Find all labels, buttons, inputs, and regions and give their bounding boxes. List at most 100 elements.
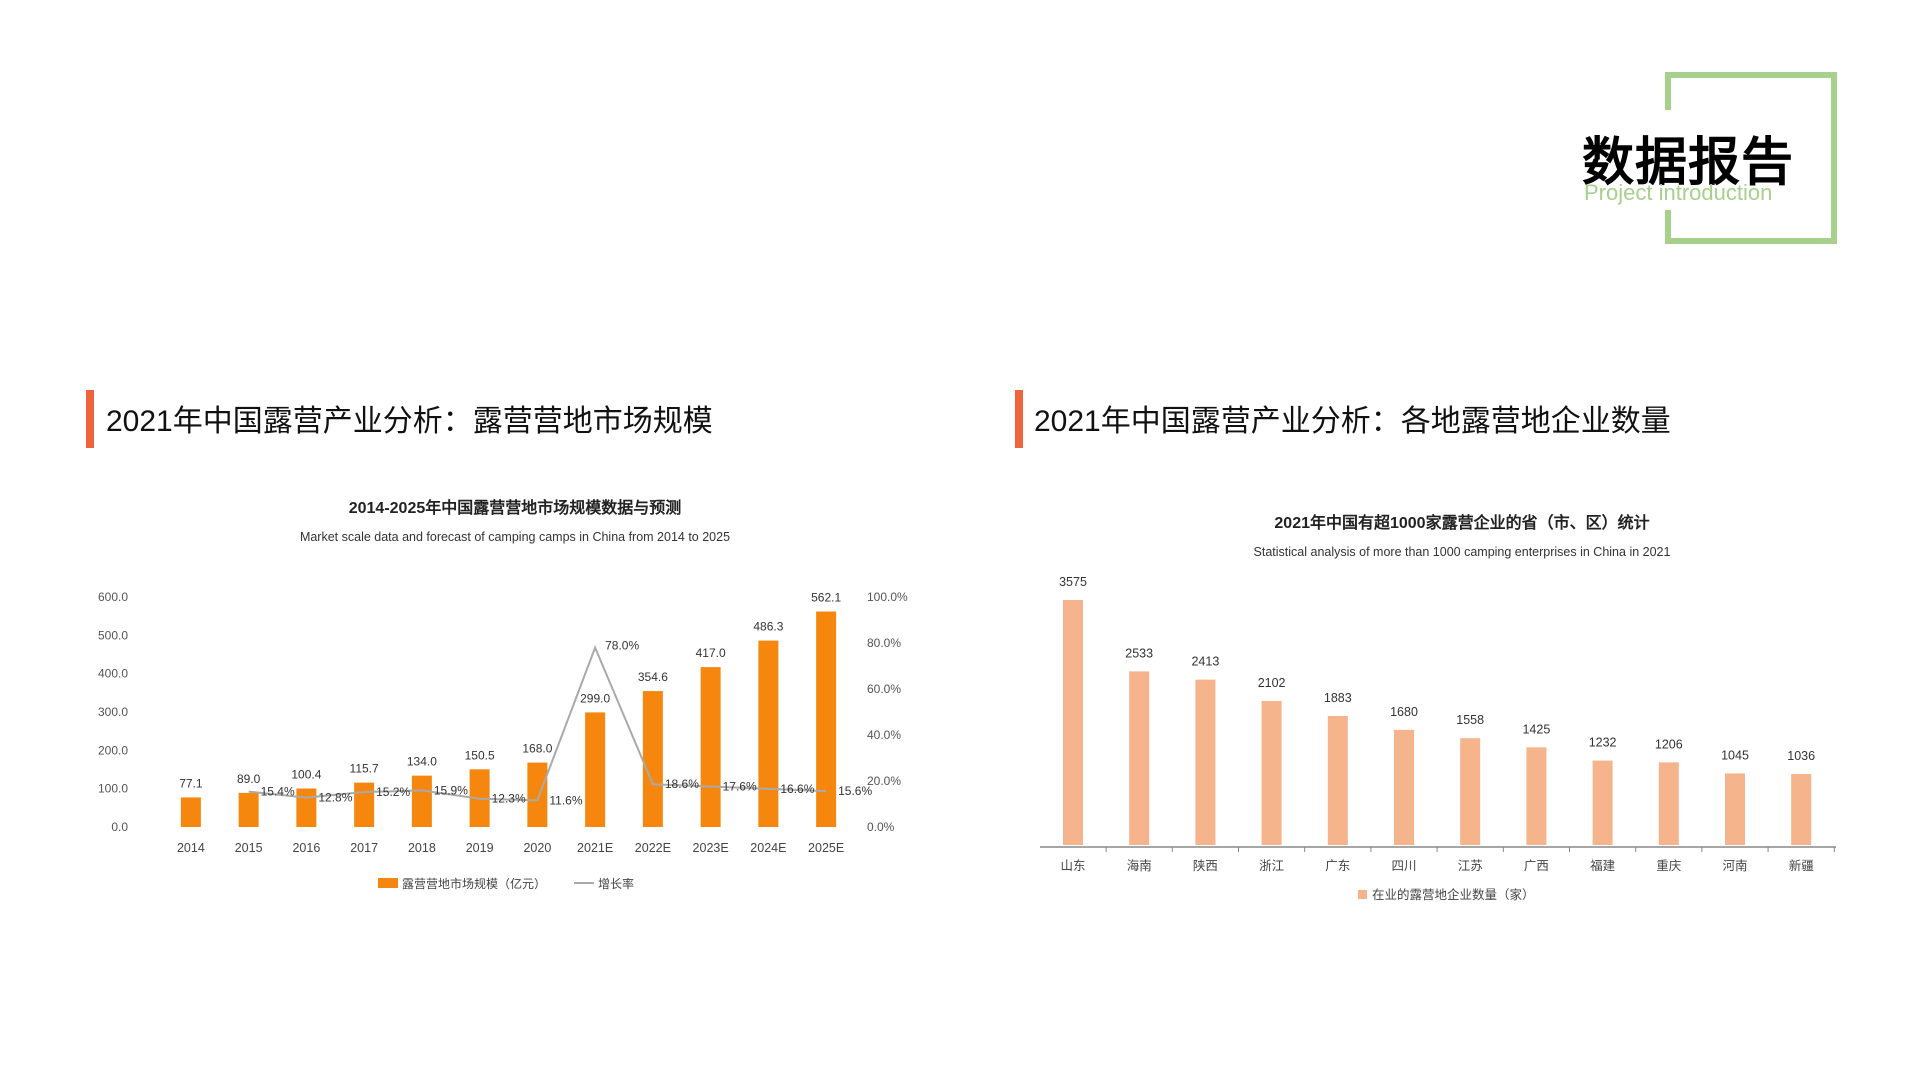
x-tick-label: 2019 xyxy=(466,841,494,855)
bar xyxy=(1063,600,1083,845)
bar-data-label: 354.6 xyxy=(638,670,668,684)
bar-data-label: 2533 xyxy=(1125,646,1153,660)
growth-data-label: 15.4% xyxy=(261,785,295,799)
y-tick-label: 500.0 xyxy=(98,628,128,642)
x-tick-label: 2016 xyxy=(292,841,320,855)
y-tick-label: 600.0 xyxy=(98,590,128,604)
bar xyxy=(1129,671,1150,845)
bar xyxy=(1526,747,1547,845)
x-tick-label: 福建 xyxy=(1590,858,1616,873)
y-tick-label: 100.0 xyxy=(98,782,128,796)
x-tick-label: 重庆 xyxy=(1656,858,1682,873)
bar xyxy=(1658,762,1679,845)
chart-subtitle: Market scale data and forecast of campin… xyxy=(300,530,730,544)
growth-data-label: 15.2% xyxy=(376,785,410,799)
left-section-title: 2021年中国露营产业分析：露营营地市场规模 xyxy=(106,405,713,438)
x-tick-label: 2022E xyxy=(635,841,671,855)
bar xyxy=(238,792,259,827)
bar-data-label: 1558 xyxy=(1456,713,1484,727)
y2-tick-label: 0.0% xyxy=(867,820,895,834)
growth-data-label: 78.0% xyxy=(605,639,639,653)
bar-data-label: 2102 xyxy=(1258,676,1286,690)
x-tick-label: 江苏 xyxy=(1458,858,1483,873)
x-tick-label: 2025E xyxy=(808,841,844,855)
x-tick-label: 河南 xyxy=(1722,858,1747,873)
x-tick-label: 广东 xyxy=(1325,859,1350,873)
bar-data-label: 562.1 xyxy=(811,591,841,605)
x-tick-label: 2014 xyxy=(177,841,205,855)
growth-data-label: 11.6% xyxy=(549,793,582,807)
legend-line-label: 增长率 xyxy=(598,876,634,891)
bar xyxy=(296,788,317,827)
bar xyxy=(585,712,606,827)
bar-data-label: 417.0 xyxy=(696,646,726,660)
y2-tick-label: 100.0% xyxy=(867,590,908,604)
chart-subtitle: Statistical analysis of more than 1000 c… xyxy=(1254,545,1671,559)
bar-data-label: 1883 xyxy=(1324,691,1352,705)
bar-data-label: 1232 xyxy=(1589,736,1617,750)
bar xyxy=(411,775,432,827)
x-tick-label: 2015 xyxy=(235,841,263,855)
x-tick-label: 2023E xyxy=(693,841,729,855)
bar-data-label: 1045 xyxy=(1721,748,1749,762)
badge-title: 数据报告 xyxy=(1582,134,1795,192)
bar xyxy=(354,782,375,827)
x-tick-label: 2024E xyxy=(750,841,786,855)
bar-data-label: 1206 xyxy=(1655,737,1683,751)
badge-frame-gap xyxy=(1655,110,1775,210)
x-tick-label: 2021E xyxy=(577,841,613,855)
bar-data-label: 168.0 xyxy=(522,742,552,756)
legend-bar-label: 露营营地市场规模（亿元） xyxy=(402,876,546,891)
bar xyxy=(180,797,201,827)
bar-data-label: 150.5 xyxy=(465,748,495,762)
bar xyxy=(1791,774,1812,845)
y2-tick-label: 60.0% xyxy=(867,682,901,696)
x-tick-label: 广西 xyxy=(1524,859,1549,873)
x-tick-label: 陕西 xyxy=(1193,858,1218,873)
bar-data-label: 1036 xyxy=(1787,749,1815,763)
x-tick-label: 浙江 xyxy=(1259,858,1284,873)
bar-data-label: 1425 xyxy=(1522,722,1550,736)
bar xyxy=(1327,715,1348,845)
bar-data-label: 77.1 xyxy=(179,776,203,790)
right-section-title: 2021年中国露营产业分析：各地露营地企业数量 xyxy=(1034,405,1671,438)
growth-data-label: 15.6% xyxy=(838,784,872,798)
x-tick-label: 2018 xyxy=(408,841,436,855)
market-scale-chart: 2014-2025年中国露营营地市场规模数据与预测 Market scale da… xyxy=(98,498,908,891)
growth-data-label: 18.6% xyxy=(665,777,699,791)
bar-data-label: 3575 xyxy=(1059,575,1087,589)
bar xyxy=(1460,738,1481,845)
bar xyxy=(527,762,548,827)
bar-data-label: 100.4 xyxy=(291,768,321,782)
bar xyxy=(1195,679,1216,845)
bar-data-label: 89.0 xyxy=(237,772,261,786)
x-tick-label: 海南 xyxy=(1127,858,1152,873)
x-tick-label: 四川 xyxy=(1391,859,1416,873)
growth-data-label: 16.6% xyxy=(780,782,814,796)
legend-label: 在业的露营地企业数量（家） xyxy=(1372,887,1535,902)
bar-data-label: 299.0 xyxy=(580,691,610,705)
growth-data-label: 15.9% xyxy=(434,783,468,797)
y2-tick-label: 40.0% xyxy=(867,728,901,742)
growth-data-label: 17.6% xyxy=(723,780,757,794)
right-section-accent-bar xyxy=(1015,390,1023,448)
left-section-accent-bar xyxy=(86,390,94,448)
enterprise-count-chart: 2021年中国有超1000家露营企业的省（市、区）统计 Statistical a… xyxy=(1040,513,1836,902)
chart-title: 2014-2025年中国露营营地市场规模数据与预测 xyxy=(349,498,682,517)
y-tick-label: 200.0 xyxy=(98,743,128,757)
bar xyxy=(1725,773,1745,845)
x-tick-label: 新疆 xyxy=(1789,858,1814,873)
bar xyxy=(642,691,663,827)
bar-data-label: 486.3 xyxy=(753,620,783,634)
legend-bar-swatch xyxy=(378,878,398,888)
bar xyxy=(700,667,721,827)
y2-tick-label: 20.0% xyxy=(867,774,901,788)
x-tick-label: 2020 xyxy=(523,841,551,855)
y-tick-label: 400.0 xyxy=(98,667,128,681)
growth-data-label: 12.8% xyxy=(318,791,352,805)
growth-data-label: 12.3% xyxy=(492,792,526,806)
bar xyxy=(758,640,779,827)
y-tick-label: 0.0 xyxy=(111,820,128,834)
bar-data-label: 1680 xyxy=(1390,705,1418,719)
bar xyxy=(1592,760,1613,845)
